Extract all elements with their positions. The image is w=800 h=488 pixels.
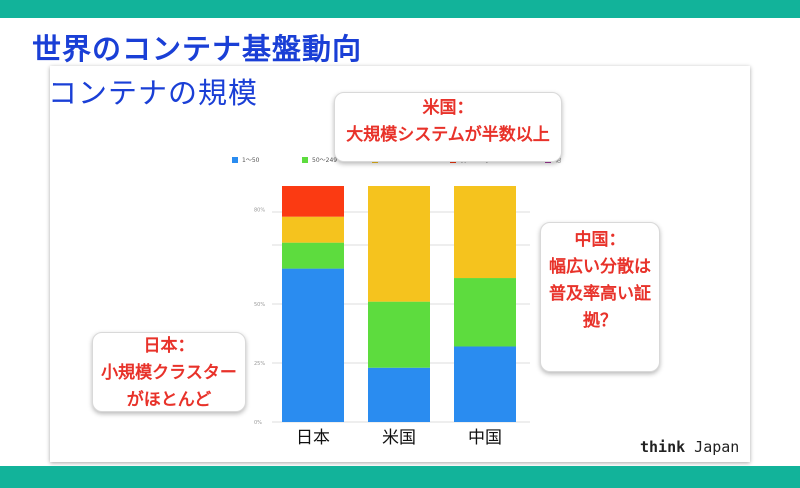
callout-china-line: 普及率高い証 bbox=[549, 284, 651, 304]
brand-rest: Japan bbox=[685, 438, 740, 456]
callout-us: 米国： 大規模システムが半数以上 bbox=[334, 92, 562, 162]
bar-segment bbox=[454, 346, 516, 422]
category-label: 日本 bbox=[296, 428, 330, 448]
category-label: 米国 bbox=[382, 428, 416, 448]
slide-title: 世界のコンテナ基盤動向 bbox=[32, 32, 363, 66]
callout-japan: 日本： 小規模クラスター がほとんど bbox=[92, 332, 246, 412]
bar-segment bbox=[454, 278, 516, 347]
callout-china-line: 拠？ bbox=[583, 311, 617, 331]
bar-segment bbox=[454, 186, 516, 279]
legend-swatch bbox=[302, 157, 308, 163]
bar-segment bbox=[282, 268, 344, 422]
top-accent-bar bbox=[0, 0, 800, 18]
brand-bold: think bbox=[640, 438, 686, 456]
bar-segment bbox=[282, 216, 344, 243]
bar-segment bbox=[282, 242, 344, 269]
callout-us-line: 大規模システムが半数以上 bbox=[346, 125, 550, 145]
callout-us-line: 米国： bbox=[422, 98, 474, 118]
y-tick-label: 0% bbox=[254, 420, 262, 426]
y-tick-label: 25% bbox=[254, 361, 265, 367]
legend-label: 50〜249 bbox=[312, 157, 337, 164]
callout-japan-line: 小規模クラスター bbox=[101, 363, 237, 383]
category-label: 中国 bbox=[468, 428, 502, 448]
brand-logo: think Japan bbox=[640, 438, 739, 456]
y-tick-label: 50% bbox=[254, 302, 265, 308]
slide-subtitle: コンテナの規模 bbox=[48, 76, 259, 110]
callout-china-line: 幅広い分散は bbox=[549, 257, 651, 277]
legend-swatch bbox=[232, 157, 238, 163]
callout-china-line: 中国： bbox=[574, 230, 626, 250]
callout-china: 中国： 幅広い分散は 普及率高い証 拠？ bbox=[540, 222, 660, 372]
bar-segment bbox=[368, 186, 430, 302]
legend-label: 1〜50 bbox=[242, 157, 260, 164]
bar-segment bbox=[368, 301, 430, 368]
callout-japan-line: がほとんど bbox=[126, 390, 212, 410]
callout-japan-line: 日本： bbox=[143, 336, 195, 356]
bar-segment bbox=[368, 367, 430, 422]
y-tick-label: 80% bbox=[254, 208, 265, 214]
bottom-accent-bar bbox=[0, 466, 800, 488]
bar-segment bbox=[282, 186, 344, 217]
